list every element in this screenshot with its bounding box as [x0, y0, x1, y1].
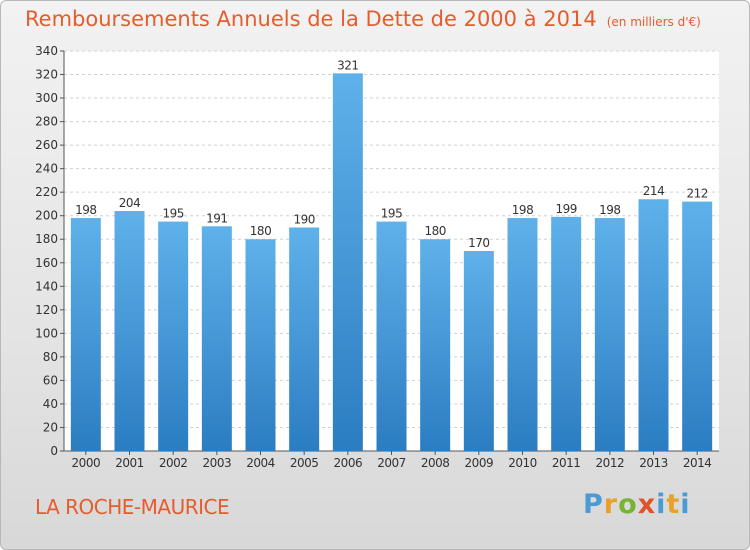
data-label: 204	[119, 196, 140, 210]
bars	[70, 73, 713, 452]
y-tick-label: 120	[35, 303, 58, 317]
y-tick-label: 220	[35, 185, 58, 199]
bar	[114, 211, 145, 451]
proxiti-logo: Proxiti	[583, 489, 691, 520]
x-tick-label: 2008	[421, 456, 450, 470]
bar	[551, 216, 582, 451]
data-label: 190	[293, 212, 314, 226]
data-label: 198	[512, 203, 533, 217]
y-tick-label: 80	[43, 350, 58, 364]
bar	[420, 239, 451, 451]
data-label: 198	[599, 203, 620, 217]
bar	[376, 221, 407, 451]
bar	[463, 251, 494, 451]
x-tick-label: 2014	[683, 456, 712, 470]
y-tick-label: 20	[43, 420, 58, 434]
y-tick-label: 320	[35, 68, 58, 82]
location-label: LA ROCHE-MAURICE	[35, 495, 230, 519]
bar	[201, 226, 232, 451]
y-tick-label: 280	[35, 115, 58, 129]
data-label: 321	[337, 58, 358, 72]
y-tick-label: 100	[35, 326, 58, 340]
y-tick-label: 300	[35, 91, 58, 105]
bar	[682, 201, 713, 451]
y-tick-label: 260	[35, 138, 58, 152]
x-tick-label: 2004	[246, 456, 275, 470]
data-label: 199	[555, 202, 576, 216]
chart-title: Remboursements Annuels de la Dette de 20…	[25, 7, 701, 31]
bar	[507, 218, 538, 451]
y-tick-label: 240	[35, 162, 58, 176]
x-tick-label: 2002	[159, 456, 188, 470]
y-tick-label: 40	[43, 397, 58, 411]
data-label: 195	[162, 207, 183, 221]
x-tick-label: 2009	[465, 456, 494, 470]
data-label: 180	[250, 224, 271, 238]
bar	[332, 73, 363, 452]
bar	[245, 239, 276, 451]
x-tick-label: 2007	[377, 456, 406, 470]
y-tick-label: 340	[35, 44, 58, 58]
y-tick-label: 200	[35, 209, 58, 223]
x-tick-label: 2011	[552, 456, 581, 470]
chart-subtitle: (en milliers d'€)	[606, 15, 701, 29]
bar	[158, 221, 189, 451]
bar	[594, 218, 625, 451]
x-tick-label: 2013	[639, 456, 668, 470]
bar	[638, 199, 669, 451]
y-tick-label: 60	[43, 373, 58, 387]
y-tick-label: 160	[35, 256, 58, 270]
data-label: 191	[206, 211, 227, 225]
data-label: 195	[381, 207, 402, 221]
data-label: 198	[75, 203, 96, 217]
y-tick-label: 140	[35, 279, 58, 293]
y-tick-label: 0	[50, 444, 58, 458]
x-tick-label: 2001	[115, 456, 144, 470]
x-tick-label: 2006	[334, 456, 363, 470]
x-tick-label: 2003	[203, 456, 232, 470]
data-label: 212	[686, 187, 707, 201]
bar	[70, 218, 101, 451]
data-label: 180	[424, 224, 445, 238]
title-text: Remboursements Annuels de la Dette de 20…	[25, 7, 597, 31]
x-tick-label: 2000	[72, 456, 101, 470]
bar	[289, 227, 320, 451]
labels: 0 20 40 60 80 100 120 140 160 180 200 220 240 260 280 3…	[35, 44, 712, 470]
x-tick-label: 2010	[508, 456, 537, 470]
data-label: 214	[643, 184, 664, 198]
y-tick-label: 180	[35, 232, 58, 246]
x-tick-label: 2005	[290, 456, 319, 470]
data-label: 170	[468, 236, 489, 250]
x-tick-label: 2012	[596, 456, 625, 470]
